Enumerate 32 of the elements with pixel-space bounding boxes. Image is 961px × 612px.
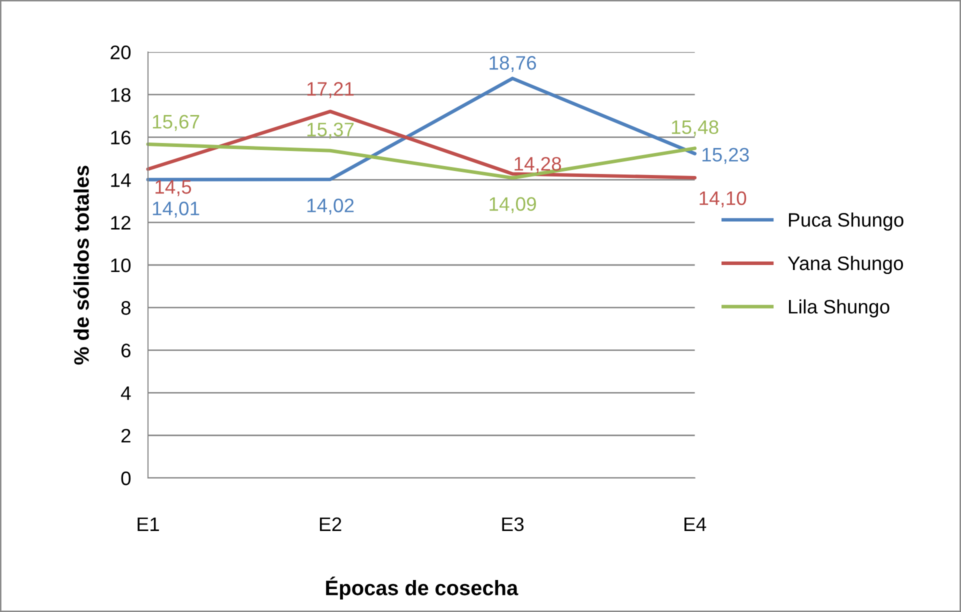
data-label: 14,28 — [514, 156, 562, 174]
x-axis-title: Épocas de cosecha — [326, 576, 518, 600]
data-label: 14,02 — [307, 198, 354, 215]
y-tick-label: 2 — [121, 428, 130, 442]
data-label: 15,67 — [152, 114, 200, 131]
legend-label: Lila Shungo — [789, 299, 890, 318]
x-tick-label: E2 — [320, 517, 342, 531]
data-label: 14,5 — [156, 180, 192, 196]
line-series — [146, 142, 697, 180]
y-tick-label: 4 — [120, 386, 131, 400]
data-label: 15,23 — [702, 148, 749, 164]
y-tick-label: 16 — [111, 130, 130, 144]
data-label: 14,01 — [152, 202, 200, 218]
data-label: 15,37 — [307, 122, 354, 139]
legend-label: Puca Shungo — [789, 212, 904, 231]
x-tick-label: E4 — [684, 518, 706, 531]
y-axis-title: % de sólidos totales — [73, 166, 89, 365]
y-tick-label: 12 — [111, 216, 130, 230]
y-tick-label: 14 — [111, 173, 131, 187]
data-label: 15,48 — [672, 120, 718, 136]
legend-label: Yana Shungo — [788, 256, 904, 274]
x-tick-label: E1 — [138, 518, 159, 531]
y-tick-label: 10 — [111, 258, 131, 272]
data-label: 18,76 — [490, 56, 536, 72]
data-label: 14,10 — [700, 191, 746, 208]
y-tick-label: 20 — [110, 45, 131, 60]
y-tick-label: 8 — [121, 301, 130, 315]
y-tick-label: 18 — [111, 88, 130, 102]
x-tick-label: E3 — [502, 517, 524, 532]
y-tick-label: 6 — [122, 344, 130, 358]
y-tick-label: 0 — [121, 471, 131, 486]
data-label: 14,09 — [490, 197, 536, 214]
